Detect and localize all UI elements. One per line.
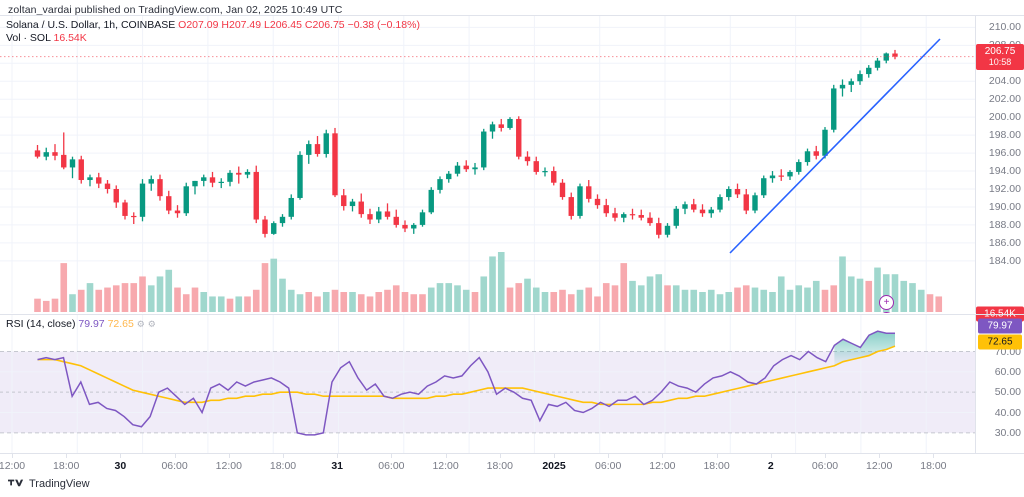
rsi-axis-label: 30.00 [994, 426, 1021, 439]
price-axis-label: 192.00 [988, 182, 1021, 195]
legend-low: 206.45 [269, 19, 302, 31]
price-legend: Solana / U.S. Dollar, 1h, COINBASE O207.… [6, 19, 420, 45]
legend-low-label: L [264, 19, 270, 31]
tradingview-mark-icon [8, 479, 24, 486]
legend-volume-label: Vol · SOL [6, 32, 51, 44]
legend-open: 207.09 [186, 19, 219, 31]
price-axis-label: 200.00 [988, 111, 1021, 124]
price-axis[interactable]: 210.00208.00206.00204.00202.00200.00198.… [975, 16, 1024, 322]
last-price-value: 206.75 [984, 45, 1016, 57]
time-axis-label: 12:00 [866, 460, 893, 472]
time-axis-tick [608, 454, 610, 458]
legend-high-label: H [221, 19, 229, 31]
time-axis-label: 2025 [542, 460, 566, 472]
time-axis-label: 12:00 [432, 460, 459, 472]
rsi-value-badge: 79.97 [978, 318, 1022, 334]
price-axis-label: 186.00 [988, 236, 1021, 249]
rsi-ma-value: 72.65 [107, 318, 134, 330]
time-axis-tick [716, 454, 718, 458]
time-axis-label: 18:00 [269, 460, 297, 472]
time-axis-label: 12:00 [649, 460, 676, 472]
time-axis-label: 18:00 [703, 460, 730, 472]
rsi-axis[interactable]: 70.00 60.00 50.00 40.00 30.00 79.97 72.65 [975, 314, 1024, 453]
time-axis-label: 06:00 [811, 460, 839, 472]
time-axis-tick [66, 454, 68, 458]
legend-ohlc-row: Solana / U.S. Dollar, 1h, COINBASE O207.… [6, 19, 420, 32]
legend-volume-row: Vol · SOL 16.54K [6, 32, 420, 45]
last-price-badge: 206.75 10:58 [976, 43, 1024, 70]
legend-volume-value: 16.54K [53, 32, 87, 44]
rsi-title: RSI (14, close) [6, 318, 76, 330]
time-axis-tick [174, 454, 176, 458]
time-axis-tick [337, 454, 339, 458]
plus-icon: + [883, 296, 890, 308]
time-axis-tick [283, 454, 284, 458]
time-axis-label: 31 [331, 460, 344, 472]
price-axis-label: 198.00 [988, 129, 1021, 142]
price-chart-svg[interactable] [0, 16, 975, 313]
time-axis-label: 06:00 [378, 460, 405, 472]
attribution-text: zoltan_vardai published on TradingView.c… [8, 4, 343, 16]
time-axis-label: 18:00 [486, 460, 513, 472]
time-axis-tick [770, 454, 772, 458]
time-axis-tick [120, 454, 122, 458]
rsi-pane[interactable]: RSI (14, close) 79.97 72.65 ⚙ ⚙ [0, 314, 975, 453]
rsi-axis-label: 60.00 [994, 365, 1021, 378]
time-axis-label: 30 [114, 460, 127, 472]
eye-icon[interactable]: ⚙ [147, 319, 156, 329]
rsi-chart-svg[interactable] [0, 315, 975, 453]
time-axis-tick [445, 454, 447, 458]
time-axis-label: 12:00 [0, 460, 26, 472]
time-axis-tick [12, 454, 13, 458]
time-axis-tick [933, 454, 935, 458]
rsi-axis-label: 50.00 [994, 386, 1021, 399]
legend-change: −0.38 (−0.18%) [347, 19, 420, 31]
legend-symbol: Solana / U.S. Dollar, 1h, COINBASE [6, 19, 176, 31]
legend-open-label: O [178, 19, 187, 31]
price-axis-label: 184.00 [988, 254, 1021, 267]
time-axis-tick [228, 454, 230, 458]
price-axis-label: 188.00 [988, 218, 1021, 231]
time-axis-label: 06:00 [595, 460, 622, 472]
chart-frame: Solana / U.S. Dollar, 1h, COINBASE O207.… [0, 15, 1024, 477]
time-axis-label: 12:00 [215, 460, 242, 472]
last-price-time: 10:58 [988, 56, 1012, 67]
price-axis-label: 204.00 [988, 75, 1021, 88]
rsi-ma-badge: 72.65 [978, 334, 1022, 350]
time-axis-label: 2 [767, 460, 774, 472]
price-axis-label: 194.00 [988, 165, 1021, 178]
time-axis-label: 18:00 [920, 460, 947, 472]
tradingview-wordmark: TradingView [29, 478, 90, 490]
time-axis-tick [554, 454, 555, 458]
time-axis-tick [391, 454, 393, 458]
time-axis-tick [499, 454, 501, 458]
price-axis-label: 210.00 [988, 21, 1021, 34]
time-axis-tick [879, 454, 881, 458]
gear-icon[interactable]: ⚙ [136, 319, 145, 329]
price-axis-label: 190.00 [988, 200, 1021, 213]
price-pane[interactable]: Solana / U.S. Dollar, 1h, COINBASE O207.… [0, 16, 975, 313]
legend-close-label: C [304, 19, 313, 31]
time-axis-tick [825, 454, 826, 458]
time-axis-label: 18:00 [53, 460, 80, 472]
tradingview-logo: TradingView [8, 478, 90, 490]
time-axis-tick [662, 454, 664, 458]
legend-high: 207.49 [228, 19, 262, 31]
rsi-value: 79.97 [78, 318, 105, 330]
legend-close: 206.75 [312, 19, 345, 31]
rsi-legend: RSI (14, close) 79.97 72.65 ⚙ ⚙ [6, 318, 156, 330]
time-axis[interactable]: 12:00 18:00 30 06:00 12:00 18:00 31 06:00 12:00 1… [0, 453, 1024, 478]
time-axis-label: 06:00 [161, 460, 188, 472]
rsi-axis-label: 40.00 [994, 406, 1021, 419]
price-axis-label: 202.00 [988, 93, 1021, 106]
add-indicator-button[interactable]: + [879, 295, 894, 310]
price-axis-label: 196.00 [988, 147, 1021, 160]
